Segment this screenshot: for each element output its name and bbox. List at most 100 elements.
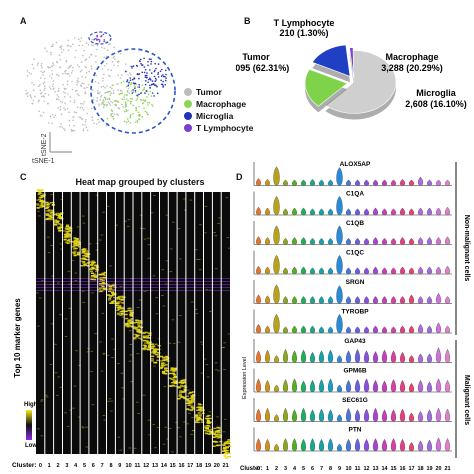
violin-shape <box>390 379 397 393</box>
heatmap-cell <box>80 258 84 260</box>
heatmap-cell <box>53 221 57 223</box>
heatmap-cell <box>75 245 79 247</box>
heatmap-cell <box>111 291 115 293</box>
heatmap-cell <box>49 214 53 216</box>
heatmap-cell <box>54 224 58 226</box>
violin-shape <box>283 208 288 216</box>
heatmap-xtick: 8 <box>109 463 112 469</box>
heatmap-cell <box>124 220 127 222</box>
tsne-point <box>84 59 87 61</box>
violin-shape <box>336 414 343 422</box>
tsne-point <box>86 112 89 115</box>
violin-shape <box>363 296 370 304</box>
tsne-point <box>57 74 60 77</box>
tsne-point <box>156 85 158 88</box>
tsne-point <box>76 64 79 66</box>
heatmap-cell <box>71 260 75 262</box>
heatmap-cell <box>191 408 195 410</box>
tsne-point <box>36 64 39 66</box>
tsne-point <box>150 79 152 81</box>
heatmap-cell <box>119 298 123 301</box>
legend-item-macrophage: Macrophage <box>184 98 253 110</box>
violin-xtick: 1 <box>266 466 269 472</box>
violin-shape <box>327 179 334 186</box>
heatmap-cell <box>121 308 125 310</box>
tsne-point <box>73 37 76 39</box>
heatmap-cell <box>198 414 202 416</box>
tsne-point <box>130 90 133 92</box>
tsne-point <box>81 118 84 121</box>
tsne-point <box>52 62 54 64</box>
heatmap-cell <box>137 320 141 322</box>
violin-shape <box>444 438 451 452</box>
heatmap-cell <box>108 297 112 300</box>
tsne-point <box>89 53 92 56</box>
heatmap-cell <box>118 306 122 308</box>
legend-item-tlymphocyte: T Lymphocyte <box>184 122 253 134</box>
violin-shape <box>417 176 424 186</box>
heatmap-cell <box>40 400 43 402</box>
tsne-point <box>138 105 140 108</box>
tsne-point <box>123 98 125 101</box>
tsne-point <box>56 60 58 63</box>
tsne-point <box>142 99 145 101</box>
tsne-point <box>150 60 153 63</box>
tsne-point <box>110 100 112 103</box>
violin-gene-label: C1QC <box>346 250 364 257</box>
heatmap-cell <box>41 193 45 195</box>
heatmap-cell <box>40 203 44 205</box>
heatmap-cell <box>117 308 121 311</box>
heatmap-cell <box>165 214 169 216</box>
tsne-point <box>141 64 144 66</box>
tsne-point <box>82 128 85 130</box>
tsne-point <box>78 44 81 47</box>
heatmap-cell <box>200 372 204 374</box>
tsne-point <box>56 94 58 96</box>
tsne-point <box>129 102 132 105</box>
heatmap-cell <box>94 333 97 335</box>
heatmap-xlabel: Cluster: <box>12 462 37 469</box>
heatmap-cell <box>198 259 201 260</box>
tsne-point <box>61 51 63 54</box>
tsne-point <box>33 58 35 60</box>
heatmap-cell <box>222 444 226 446</box>
heatmap-cell <box>207 430 211 432</box>
tsne-point <box>138 86 141 88</box>
heatmap-cell <box>227 439 231 441</box>
tsne-point <box>153 75 156 78</box>
violin-xtick: 6 <box>311 466 314 472</box>
heatmap-cell <box>165 260 169 262</box>
heatmap-cell <box>118 301 122 303</box>
tsne-point <box>43 70 46 73</box>
heatmap-cell <box>49 363 53 365</box>
heatmap-cell <box>115 298 119 300</box>
violin-shape <box>426 353 433 363</box>
heatmap-cell <box>200 407 204 409</box>
heatmap-cell <box>129 344 132 345</box>
heatmap-cell <box>130 321 134 323</box>
tsne-point <box>107 68 109 71</box>
heatmap-cell <box>144 348 148 350</box>
tsne-point <box>127 82 130 85</box>
tsne-point <box>83 49 85 52</box>
tsne-point <box>51 114 54 116</box>
tsne-point <box>50 77 53 79</box>
heatmap-cell <box>171 372 175 374</box>
heatmap-cell <box>221 347 225 349</box>
violin-gene-label: GPM6B <box>343 368 366 375</box>
violin-shape <box>309 380 316 393</box>
heatmap-cell <box>182 378 186 380</box>
heatmap-cell <box>116 312 120 314</box>
heatmap-cell <box>41 280 44 282</box>
heatmap-cell <box>64 412 67 414</box>
heatmap-cell <box>85 264 89 267</box>
tsne-point <box>51 85 54 88</box>
heatmap-cell <box>129 309 133 311</box>
heatmap-cell <box>139 332 143 334</box>
heatmap-cells <box>36 189 232 459</box>
heatmap-cell <box>86 351 90 353</box>
violin-shape <box>256 294 261 304</box>
heatmap-cell <box>187 393 191 395</box>
tsne-point <box>93 38 95 41</box>
tsne-point <box>146 111 148 114</box>
